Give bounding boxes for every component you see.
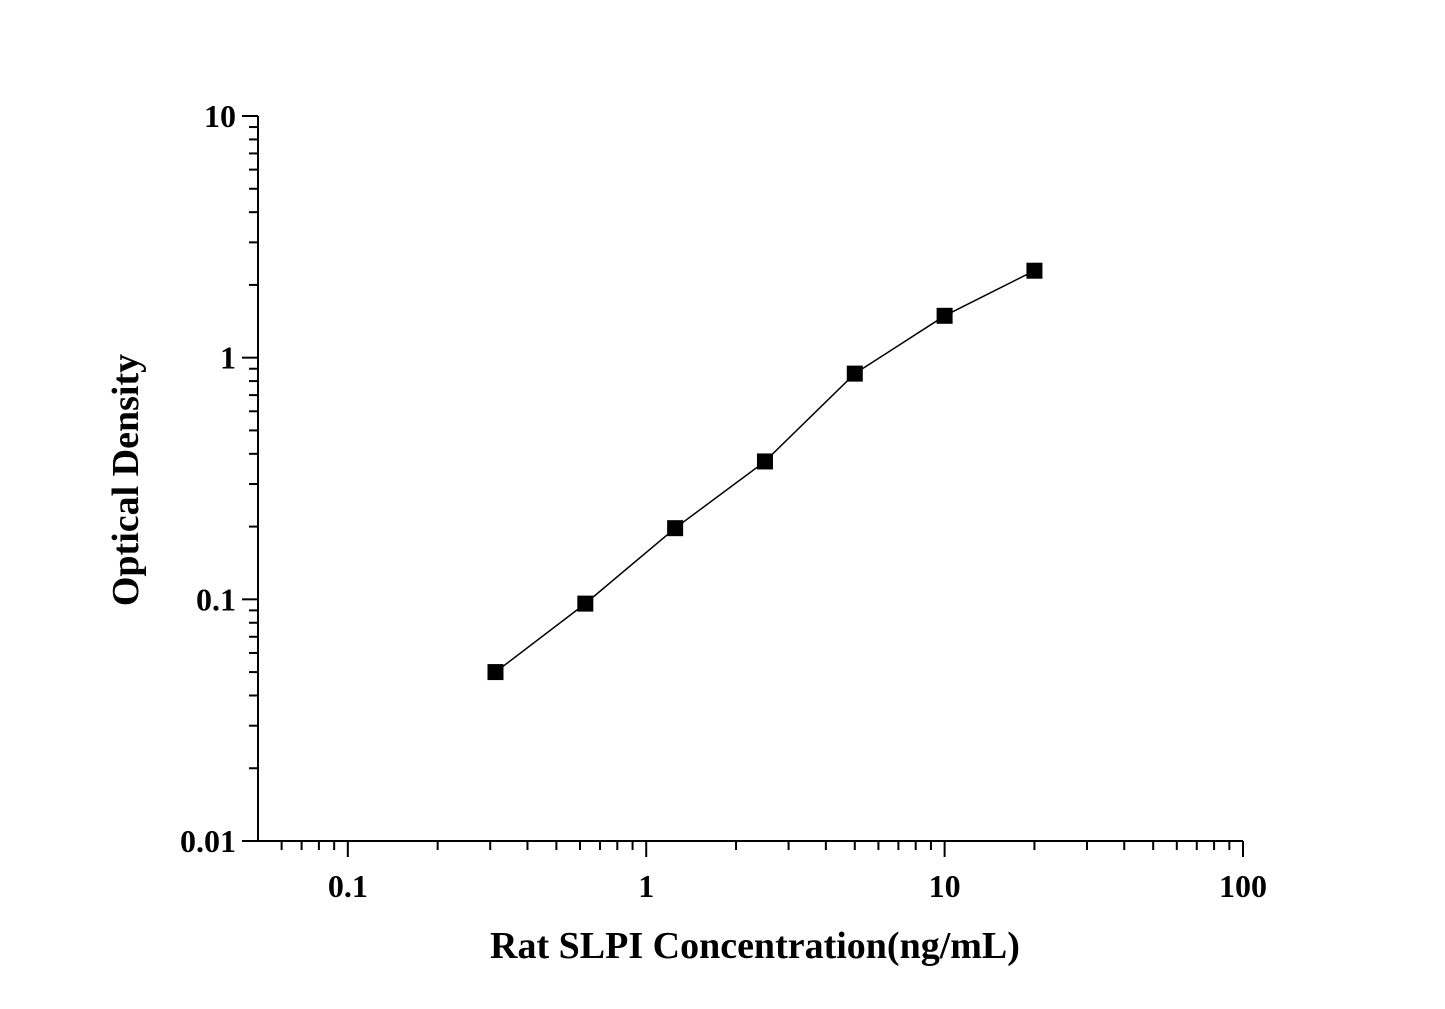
data-point	[1026, 262, 1043, 279]
y-axis-title: Optical Density	[105, 354, 147, 606]
y-tick-label: 10	[204, 98, 236, 134]
y-tick-label: 0.1	[196, 581, 236, 617]
y-tick-label: 1	[220, 340, 236, 376]
x-tick-label: 10	[929, 868, 961, 904]
data-point	[846, 365, 863, 382]
y-tick-label: 0.01	[180, 823, 236, 859]
x-axis-title: Rat SLPI Concentration(ng/mL)	[490, 925, 1020, 967]
x-tick-label: 0.1	[328, 868, 368, 904]
data-point	[936, 307, 953, 324]
data-point	[577, 595, 594, 612]
data-point	[487, 664, 504, 681]
data-point	[667, 520, 684, 537]
x-tick-label: 100	[1219, 868, 1267, 904]
data-point	[756, 453, 773, 470]
data-line	[495, 270, 1035, 673]
x-tick-label: 1	[638, 868, 654, 904]
